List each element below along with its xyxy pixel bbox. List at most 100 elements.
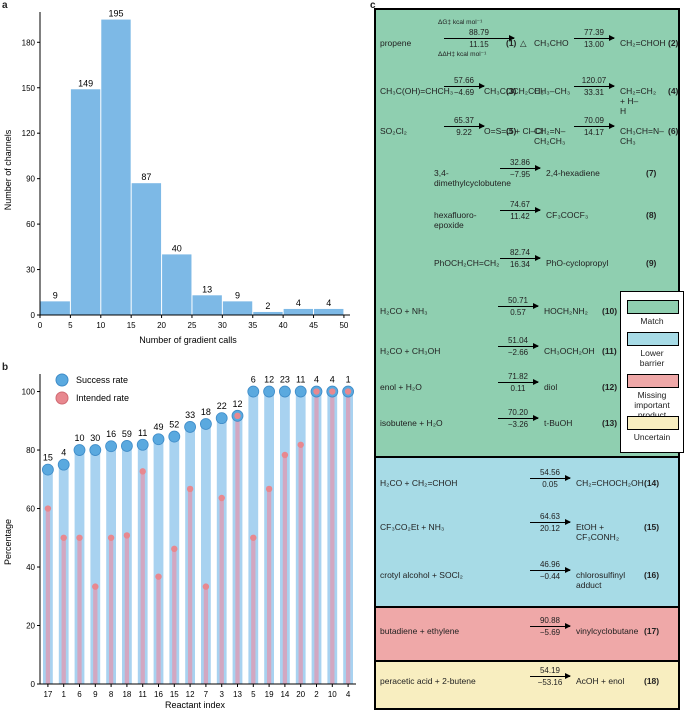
a-ylabel: Number of channels [3, 129, 13, 210]
legend-intended-dot [55, 391, 69, 405]
reaction-number: (13) [602, 418, 618, 428]
intended-bar [124, 535, 130, 684]
reaction-product: t-BuOH [544, 418, 573, 428]
intended-bar [282, 455, 288, 684]
histogram-bar [192, 295, 222, 315]
legend-success-dot [55, 373, 69, 387]
barrier-value: 46.96 [539, 560, 561, 569]
histogram-bar [222, 301, 253, 315]
arrow-line [530, 519, 571, 525]
arrow-line [444, 123, 485, 129]
reaction-number: (17) [644, 626, 660, 636]
x-tick-label: 30 [218, 321, 227, 330]
success-bar [201, 424, 211, 684]
arrow-line [498, 343, 539, 349]
legend-lower: Lower barrier [627, 332, 679, 368]
intended-bar [187, 488, 193, 684]
reactant-count-label: 1 [346, 375, 351, 385]
reaction-number: (4) [668, 86, 679, 96]
reaction-arrow: 54.56 0.05 [530, 468, 571, 489]
success-rate-point [215, 412, 228, 425]
intended-rate-point [202, 583, 210, 590]
reaction-energy-value: 20.12 [539, 524, 561, 533]
intended-bar [61, 537, 66, 684]
intended-rate-point [186, 485, 194, 493]
arrow-line [530, 623, 571, 629]
x-tick-label: 17 [43, 690, 52, 699]
arrow-line [574, 83, 615, 89]
bar-value-label: 2 [265, 301, 270, 311]
reactant-count-label: 12 [232, 399, 242, 409]
reaction-energy-value: 0.57 [510, 308, 526, 317]
x-tick-label: 5 [251, 690, 256, 699]
success-rate-point [136, 438, 149, 451]
reaction-number: (15) [644, 522, 660, 532]
intended-bar [330, 391, 335, 684]
reaction-energy-value: −0.44 [539, 572, 561, 581]
y-tick-label: 60 [26, 505, 35, 514]
arrow-line [574, 35, 615, 41]
arrow-line [574, 123, 615, 129]
x-tick-label: 45 [309, 321, 318, 330]
reaction-product: diol [544, 382, 558, 392]
x-tick-label: 9 [93, 690, 98, 699]
x-tick-label: 0 [38, 321, 43, 330]
reaction-arrow: 50.71 0.57 [498, 296, 539, 317]
reaction-product: chlorosulfinyl adduct [576, 570, 626, 590]
reaction-product: O=S=O + Cl–Cl [484, 126, 544, 136]
reaction-reactant: butadiene + ethylene [380, 626, 460, 636]
legend-uncertain: Uncertain [627, 416, 679, 442]
reaction-reactant: crotyl alcohol + SOCl₂ [380, 570, 463, 580]
reaction-product: CH₃COCH₂CH₃ [484, 86, 544, 96]
reaction-arrow: 74.67 11.42 [500, 200, 541, 221]
reaction-product: △ [520, 38, 527, 48]
intended-bar [219, 498, 224, 684]
x-tick-label: 3 [219, 690, 224, 699]
reaction-arrow: 71.82 0.11 [498, 372, 539, 393]
bar-value-label: 87 [141, 172, 151, 182]
reaction-reactant: CH₃CHO [534, 38, 569, 48]
reaction-product: PhO-cyclopropyl [546, 258, 609, 268]
reaction-arrow: 77.39 13.00 [574, 28, 615, 49]
intended-bar [266, 488, 272, 684]
x-tick-label: 13 [233, 690, 242, 699]
reaction-energy-value: 0.05 [542, 480, 558, 489]
reaction-product: CF₃COCF₃ [546, 210, 589, 220]
reactant-count-label: 22 [217, 401, 227, 411]
reaction-arrow: 88.79 11.15 [444, 28, 515, 49]
arrow-line [530, 567, 571, 573]
reaction-reactant: CF₃CO₂Et + NH₃ [380, 522, 445, 532]
reaction-number: (3) [506, 86, 517, 96]
intended-rate-point [107, 534, 115, 541]
histogram-bar [314, 308, 344, 315]
panel-a-letter: a [2, 0, 8, 11]
arrow-line [444, 83, 485, 89]
x-tick-label: 6 [77, 690, 82, 699]
y-tick-label: 30 [26, 266, 35, 275]
y-tick-label: 60 [26, 220, 35, 229]
reaction-number: (8) [646, 210, 657, 220]
x-tick-label: 15 [170, 690, 179, 699]
reaction-product: CH₂=CH₂ + H–H [620, 86, 657, 116]
bar-value-label: 9 [235, 290, 240, 300]
x-tick-label: 20 [157, 321, 166, 330]
success-rate-point [121, 440, 133, 452]
barrier-value: 54.19 [539, 666, 561, 675]
intended-bar [251, 537, 256, 684]
x-tick-label: 11 [139, 690, 148, 699]
y-tick-label: 120 [22, 129, 36, 138]
reactant-count-label: 49 [153, 422, 163, 432]
reaction-energy-value: 33.31 [583, 88, 605, 97]
intended-rate-point [44, 505, 52, 512]
reaction-reactant: isobutene + H₂O [380, 418, 443, 428]
arrow-line [498, 379, 539, 385]
arrow-line [500, 207, 541, 213]
arrow-line [500, 255, 541, 261]
y-tick-label: 0 [31, 680, 36, 689]
bar-value-label: 4 [296, 298, 301, 308]
barrier-value: 82.74 [509, 248, 531, 257]
reaction-reactant: CH₃–CH₃ [534, 86, 571, 96]
success-rate-point [294, 385, 307, 398]
arrow-line [444, 35, 515, 41]
